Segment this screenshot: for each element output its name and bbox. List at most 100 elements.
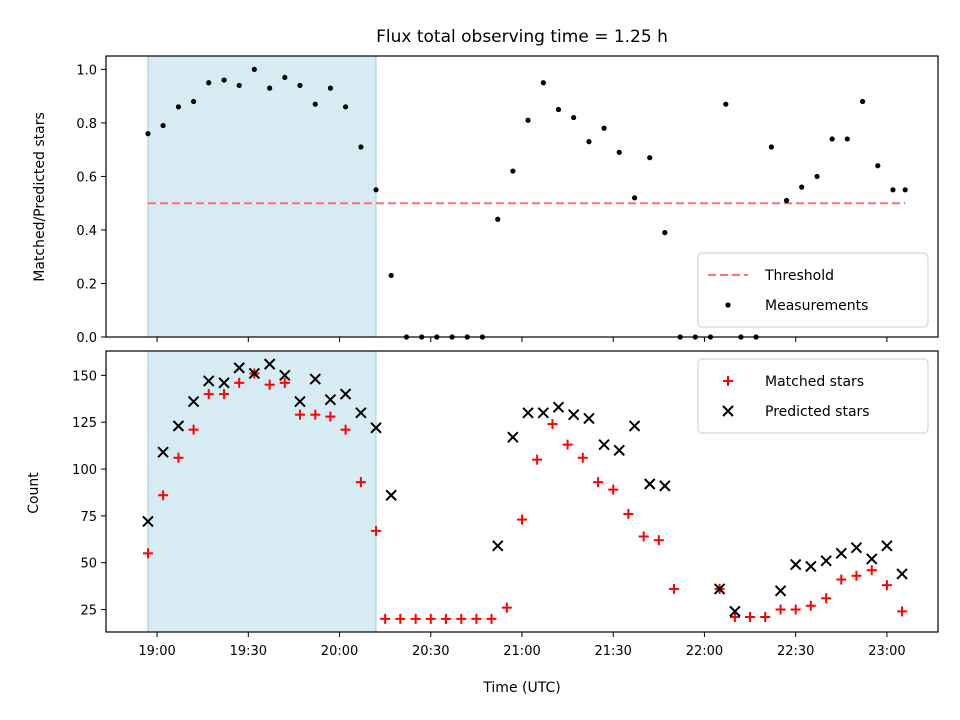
data-point [593,477,604,488]
data-point [203,389,214,400]
data-point [875,163,881,169]
data-point [814,173,820,180]
data-point [896,568,908,580]
data-point [486,613,497,624]
data-point [729,612,740,623]
data-point [495,216,501,222]
data-point [644,478,656,490]
data-point [532,454,543,465]
data-point [522,407,534,419]
x-tick-label: 23:00 [868,644,905,659]
data-point [601,125,607,131]
y-tick-label: 0.6 [76,170,97,185]
data-point [440,613,451,624]
data-point [492,540,504,552]
data-point [248,367,261,380]
data-point [234,377,245,388]
data-point [297,82,303,89]
data-point [370,422,382,434]
legend-label: Measurements [765,298,868,314]
data-point [790,604,801,615]
x-tick-label: 21:00 [503,644,540,659]
data-point [799,184,805,190]
data-point [264,379,275,390]
data-point [571,114,577,121]
data-point [525,117,531,123]
data-point [729,605,741,618]
legend-label: Matched stars [765,374,864,390]
x-tick-label: 20:30 [412,644,449,659]
data-point [616,149,622,155]
data-point [380,613,391,624]
data-point [236,82,242,89]
data-point [410,613,421,624]
y-tick-label: 0.8 [76,117,97,132]
data-point [312,101,318,107]
data-point [653,535,664,546]
data-point [844,136,850,142]
data-point [805,560,817,573]
data-point [598,438,610,451]
data-point [555,106,562,113]
count-panel: 25 50 75 100 125 150 19:00 19:30 20:00 20:30 21:00… [72,350,939,659]
data-point [339,388,352,400]
y-tick-label: 0.4 [76,224,97,239]
data-point [157,446,169,458]
chart-title: Flux total observing time = 1.25 h [376,27,668,47]
data-point [562,439,573,450]
data-point [760,612,771,623]
data-point [510,168,516,174]
data-point [327,85,334,91]
data-point [577,452,588,463]
legend: Matched stars Predicted stars [697,358,929,434]
data-point [342,104,349,110]
y-tick-label: 150 [72,369,97,384]
data-point [890,187,896,193]
data-point [501,602,512,613]
data-point [517,514,527,525]
data-point [325,411,336,422]
data-point [218,377,230,389]
data-point [279,369,291,382]
x-axis-label: Time (UTC) [482,680,560,696]
data-point [631,195,638,201]
x-tick-label: 20:00 [321,644,358,659]
data-point [805,600,816,611]
data-point [537,407,550,419]
data-point [552,401,565,413]
data-point [324,393,337,406]
data-point [206,80,212,86]
data-point [835,547,848,560]
data-point [881,540,893,552]
data-point [294,395,306,408]
data-point [203,375,215,387]
data-point [638,531,649,542]
data-point [713,583,726,595]
data-point [850,541,863,554]
data-point [233,362,245,374]
series-predicted-stars [142,358,908,618]
y-tick-label: 125 [72,416,97,431]
data-point [388,272,394,279]
data-point [866,553,878,565]
data-point [662,230,668,236]
data-point [279,377,290,388]
data-point [190,98,197,105]
legend-label: Predicted stars [765,404,870,420]
data-point [668,583,679,594]
data-point [425,613,436,624]
data-point [723,101,729,107]
data-point [829,136,835,142]
y-tick-label: 50 [80,557,97,572]
data-point [881,580,892,591]
data-point [385,489,397,501]
x-tick-label: 19:00 [138,644,175,659]
data-point [188,424,199,435]
data-point [173,452,184,463]
data-point [371,525,382,536]
data-point [583,412,595,425]
data-point [251,66,257,72]
data-point [860,98,866,105]
x-tick-label: 22:00 [686,644,723,659]
